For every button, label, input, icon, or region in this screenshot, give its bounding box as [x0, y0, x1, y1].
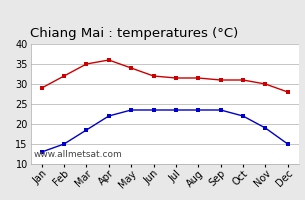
Text: Chiang Mai : temperatures (°C): Chiang Mai : temperatures (°C): [30, 27, 239, 40]
Text: www.allmetsat.com: www.allmetsat.com: [33, 150, 122, 159]
